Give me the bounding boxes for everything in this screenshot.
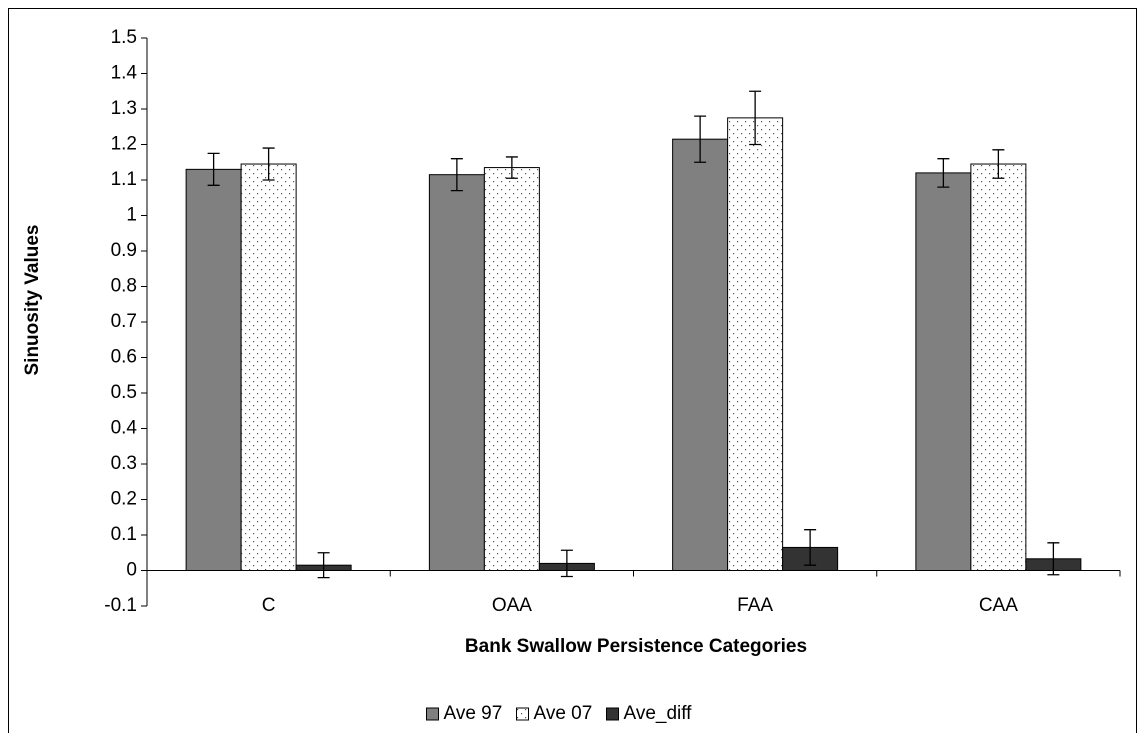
bar <box>727 117 784 571</box>
y-tick-label: 1 <box>126 205 137 226</box>
y-tick-label: 1.1 <box>111 169 137 190</box>
y-tick-label: 0.6 <box>111 347 137 368</box>
error-bar <box>505 156 518 179</box>
legend-swatch <box>606 707 619 721</box>
error-bar <box>937 158 950 188</box>
bar <box>915 172 972 571</box>
chart-border <box>8 8 1137 733</box>
bar <box>970 163 1027 571</box>
y-axis-title: Sinuosity Values <box>22 225 43 376</box>
x-axis-title: Bank Swallow Persistence Categories <box>465 636 807 657</box>
y-tick-label: 0.3 <box>111 453 137 474</box>
bar <box>240 163 297 571</box>
error-bar <box>804 529 817 566</box>
error-bar <box>992 149 1005 179</box>
legend-label: Ave 07 <box>534 703 593 724</box>
legend-label: Ave_diff <box>624 703 693 724</box>
y-tick-label: 1.4 <box>111 63 138 84</box>
y-tick-label: 1.2 <box>111 134 137 155</box>
y-tick-label: -0.1 <box>104 595 137 616</box>
legend-swatch <box>426 707 439 721</box>
bar <box>483 167 540 571</box>
y-tick-label: 0.9 <box>111 240 137 261</box>
bar <box>185 168 242 571</box>
error-bar <box>450 158 463 192</box>
x-tick-label: C <box>262 595 276 616</box>
x-tick-label: OAA <box>492 595 532 616</box>
bar <box>428 174 485 572</box>
y-tick-label: 1.3 <box>111 98 137 119</box>
error-bar <box>694 115 707 163</box>
x-tick-label: CAA <box>979 595 1018 616</box>
legend-swatch <box>516 707 529 721</box>
legend-label: Ave 97 <box>444 703 503 724</box>
y-tick-label: 0 <box>126 560 137 581</box>
y-tick-label: 0.4 <box>111 418 138 439</box>
y-tick-label: 0.2 <box>111 489 137 510</box>
error-bar <box>317 552 330 579</box>
y-tick-label: 0.1 <box>111 524 137 545</box>
x-tick-label: FAA <box>737 595 773 616</box>
error-bar <box>207 152 220 186</box>
error-bar <box>560 549 573 578</box>
bar <box>672 138 729 572</box>
y-tick-label: 0.8 <box>111 276 137 297</box>
y-tick-label: 0.7 <box>111 311 137 332</box>
error-bar <box>749 90 762 146</box>
error-bar <box>262 147 275 181</box>
y-tick-label: 0.5 <box>111 382 137 403</box>
error-bar <box>1047 542 1060 576</box>
y-tick-label: 1.5 <box>111 27 137 48</box>
